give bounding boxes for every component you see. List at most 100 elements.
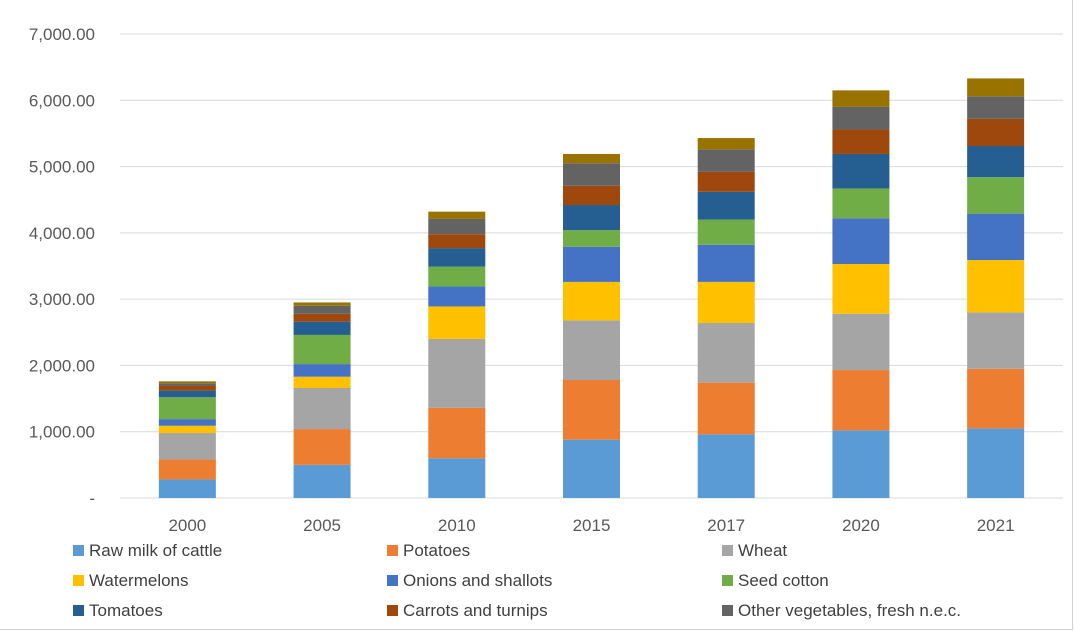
bar-segment-unlabeled-2000 — [158, 381, 216, 384]
legend-swatch — [73, 575, 84, 586]
bar-segment-wheat-2005 — [293, 387, 351, 430]
bar-segment-wheat-2010 — [428, 338, 486, 408]
x-tick-label: 2021 — [977, 516, 1015, 535]
bar-segment-potatoes-2017 — [697, 382, 755, 435]
legend-swatch — [387, 575, 398, 586]
bar-segment-unlabeled-2020 — [832, 90, 890, 107]
legend-label: Other vegetables, fresh n.e.c. — [738, 601, 961, 620]
bar-segment-tomatoes-2021 — [967, 146, 1025, 178]
bar-segment-tomatoes-2020 — [832, 153, 890, 189]
legend-swatch — [722, 545, 733, 556]
bar-segment-seed-cotton-2005 — [293, 334, 351, 365]
y-tick-label: 3,000.00 — [29, 290, 95, 309]
legend-label: Potatoes — [403, 541, 470, 560]
bar-segment-watermelons-2020 — [832, 264, 890, 314]
bar-segment-watermelons-2010 — [428, 306, 486, 339]
bar-segment-wheat-2020 — [832, 313, 890, 371]
bar-segment-unlabeled-2010 — [428, 211, 486, 219]
bar-segment-watermelons-2015 — [563, 281, 620, 321]
bar-segment-carrots-and-turnips-2021 — [967, 118, 1025, 147]
legend-item: Seed cotton — [722, 571, 829, 590]
bar-segment-other-vegetables-fresh-n-e-c-2015 — [563, 163, 620, 186]
legend-item: Watermelons — [73, 571, 189, 590]
bar-segment-onions-and-shallots-2010 — [428, 286, 486, 307]
legend-swatch — [387, 545, 398, 556]
x-tick-label: 2015 — [573, 516, 611, 535]
bar-segment-seed-cotton-2021 — [967, 177, 1025, 214]
bar-segment-other-vegetables-fresh-n-e-c-2010 — [428, 218, 486, 235]
bar-segment-other-vegetables-fresh-n-e-c-2021 — [967, 96, 1025, 119]
bar-segment-potatoes-2021 — [967, 368, 1025, 429]
bar-segment-raw-milk-of-cattle-2005 — [293, 464, 351, 498]
legend-swatch — [387, 605, 398, 616]
bar-segment-seed-cotton-2015 — [563, 230, 620, 247]
bar-segment-seed-cotton-2010 — [428, 266, 486, 287]
bar-segment-other-vegetables-fresh-n-e-c-2020 — [832, 106, 890, 130]
bar-segment-watermelons-2021 — [967, 260, 1025, 313]
legend-item: Onions and shallots — [387, 571, 552, 590]
bar-segment-unlabeled-2021 — [967, 78, 1025, 97]
bar-segment-watermelons-2017 — [697, 281, 755, 324]
bar-segment-tomatoes-2015 — [563, 205, 620, 231]
bar-segment-unlabeled-2005 — [293, 302, 351, 306]
bar-segment-seed-cotton-2017 — [697, 219, 755, 245]
bar-segment-carrots-and-turnips-2000 — [158, 385, 216, 391]
bar-segment-onions-and-shallots-2005 — [293, 364, 351, 377]
bars — [158, 78, 1025, 498]
bar-segment-unlabeled-2017 — [697, 138, 755, 150]
x-tick-label: 2020 — [842, 516, 880, 535]
bar-segment-carrots-and-turnips-2010 — [428, 234, 486, 249]
legend-item: Tomatoes — [73, 601, 163, 620]
x-tick-label: 2010 — [438, 516, 476, 535]
bar-segment-watermelons-2000 — [158, 425, 216, 434]
legend-label: Onions and shallots — [403, 571, 552, 590]
bar-segment-other-vegetables-fresh-n-e-c-2017 — [697, 149, 755, 172]
bar-segment-carrots-and-turnips-2020 — [832, 129, 890, 154]
bar-segment-tomatoes-2000 — [158, 390, 216, 398]
bar-segment-wheat-2021 — [967, 312, 1025, 369]
bar-segment-seed-cotton-2020 — [832, 188, 890, 219]
y-tick-label: 5,000.00 — [29, 158, 95, 177]
bar-segment-carrots-and-turnips-2017 — [697, 171, 755, 192]
legend-swatch — [722, 575, 733, 586]
y-tick-label: 6,000.00 — [29, 91, 95, 110]
legend-item: Raw milk of cattle — [73, 541, 222, 560]
bar-segment-raw-milk-of-cattle-2010 — [428, 458, 486, 498]
legend-label: Wheat — [738, 541, 787, 560]
legend-label: Raw milk of cattle — [89, 541, 222, 560]
bar-segment-raw-milk-of-cattle-2020 — [832, 430, 890, 498]
bar-segment-onions-and-shallots-2000 — [158, 419, 216, 426]
y-tick-label: 7,000.00 — [29, 25, 95, 44]
legend: Raw milk of cattle Potatoes Wheat Watermelo… — [73, 541, 961, 620]
bar-segment-other-vegetables-fresh-n-e-c-2005 — [293, 305, 351, 314]
bar-segment-potatoes-2020 — [832, 370, 890, 431]
bar-segment-seed-cotton-2000 — [158, 397, 216, 420]
x-tick-label: 2000 — [168, 516, 206, 535]
bar-segment-wheat-2015 — [563, 320, 620, 381]
bar-segment-wheat-2000 — [158, 433, 216, 460]
legend-label: Carrots and turnips — [403, 601, 548, 620]
y-tick-label: 2,000.00 — [29, 356, 95, 375]
legend-item: Potatoes — [387, 541, 470, 560]
bar-segment-raw-milk-of-cattle-2021 — [967, 428, 1025, 498]
bar-segment-watermelons-2005 — [293, 376, 351, 388]
legend-item: Carrots and turnips — [387, 601, 548, 620]
legend-item: Other vegetables, fresh n.e.c. — [722, 601, 961, 620]
bar-segment-carrots-and-turnips-2005 — [293, 313, 351, 322]
legend-swatch — [73, 605, 84, 616]
bar-segment-unlabeled-2015 — [563, 153, 620, 164]
bar-segment-onions-and-shallots-2017 — [697, 244, 755, 282]
x-tick-label: 2005 — [303, 516, 341, 535]
x-tick-label: 2017 — [707, 516, 745, 535]
bar-segment-onions-and-shallots-2021 — [967, 213, 1025, 261]
bar-segment-other-vegetables-fresh-n-e-c-2000 — [158, 383, 216, 386]
y-tick-label: - — [89, 489, 95, 508]
y-tick-label: 4,000.00 — [29, 224, 95, 243]
legend-label: Seed cotton — [738, 571, 829, 590]
legend-swatch — [73, 545, 84, 556]
legend-label: Watermelons — [89, 571, 189, 590]
legend-item: Wheat — [722, 541, 787, 560]
bar-segment-onions-and-shallots-2015 — [563, 246, 620, 282]
bar-segment-onions-and-shallots-2020 — [832, 218, 890, 265]
